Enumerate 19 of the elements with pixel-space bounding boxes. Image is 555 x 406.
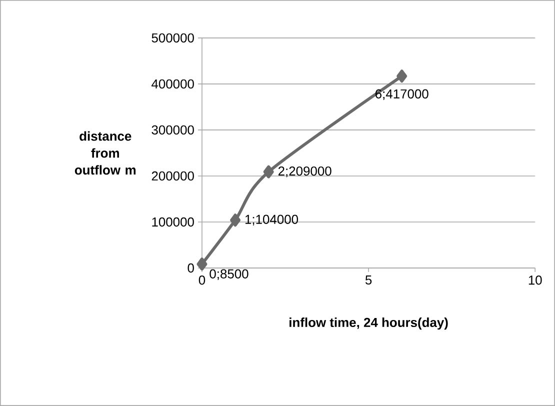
y-axis-title: distance from outflow m: [74, 131, 136, 175]
x-axis-title: inflow time, 24 hours(day): [290, 318, 448, 330]
point: [230, 214, 241, 227]
point: [196, 258, 208, 271]
y-tick-label: 300000: [152, 125, 194, 135]
y-tick-label: 0: [188, 263, 194, 273]
data-label: 6;417000: [375, 89, 428, 100]
point: [263, 165, 274, 178]
x-tick-label: 10: [528, 276, 542, 285]
x-tick-label: 0: [198, 276, 206, 285]
x-tick-label: 5: [365, 276, 372, 285]
data-label: 2;209000: [278, 166, 332, 178]
y-tick-label: 200000: [152, 171, 194, 181]
point: [396, 70, 408, 83]
y-tick-label: 100000: [152, 217, 194, 227]
y-tick-label: 500000: [152, 33, 194, 43]
data-label: 1;104000: [245, 214, 298, 226]
y-tick-label: 400000: [152, 79, 194, 89]
data-label: 0;8500: [210, 269, 248, 280]
